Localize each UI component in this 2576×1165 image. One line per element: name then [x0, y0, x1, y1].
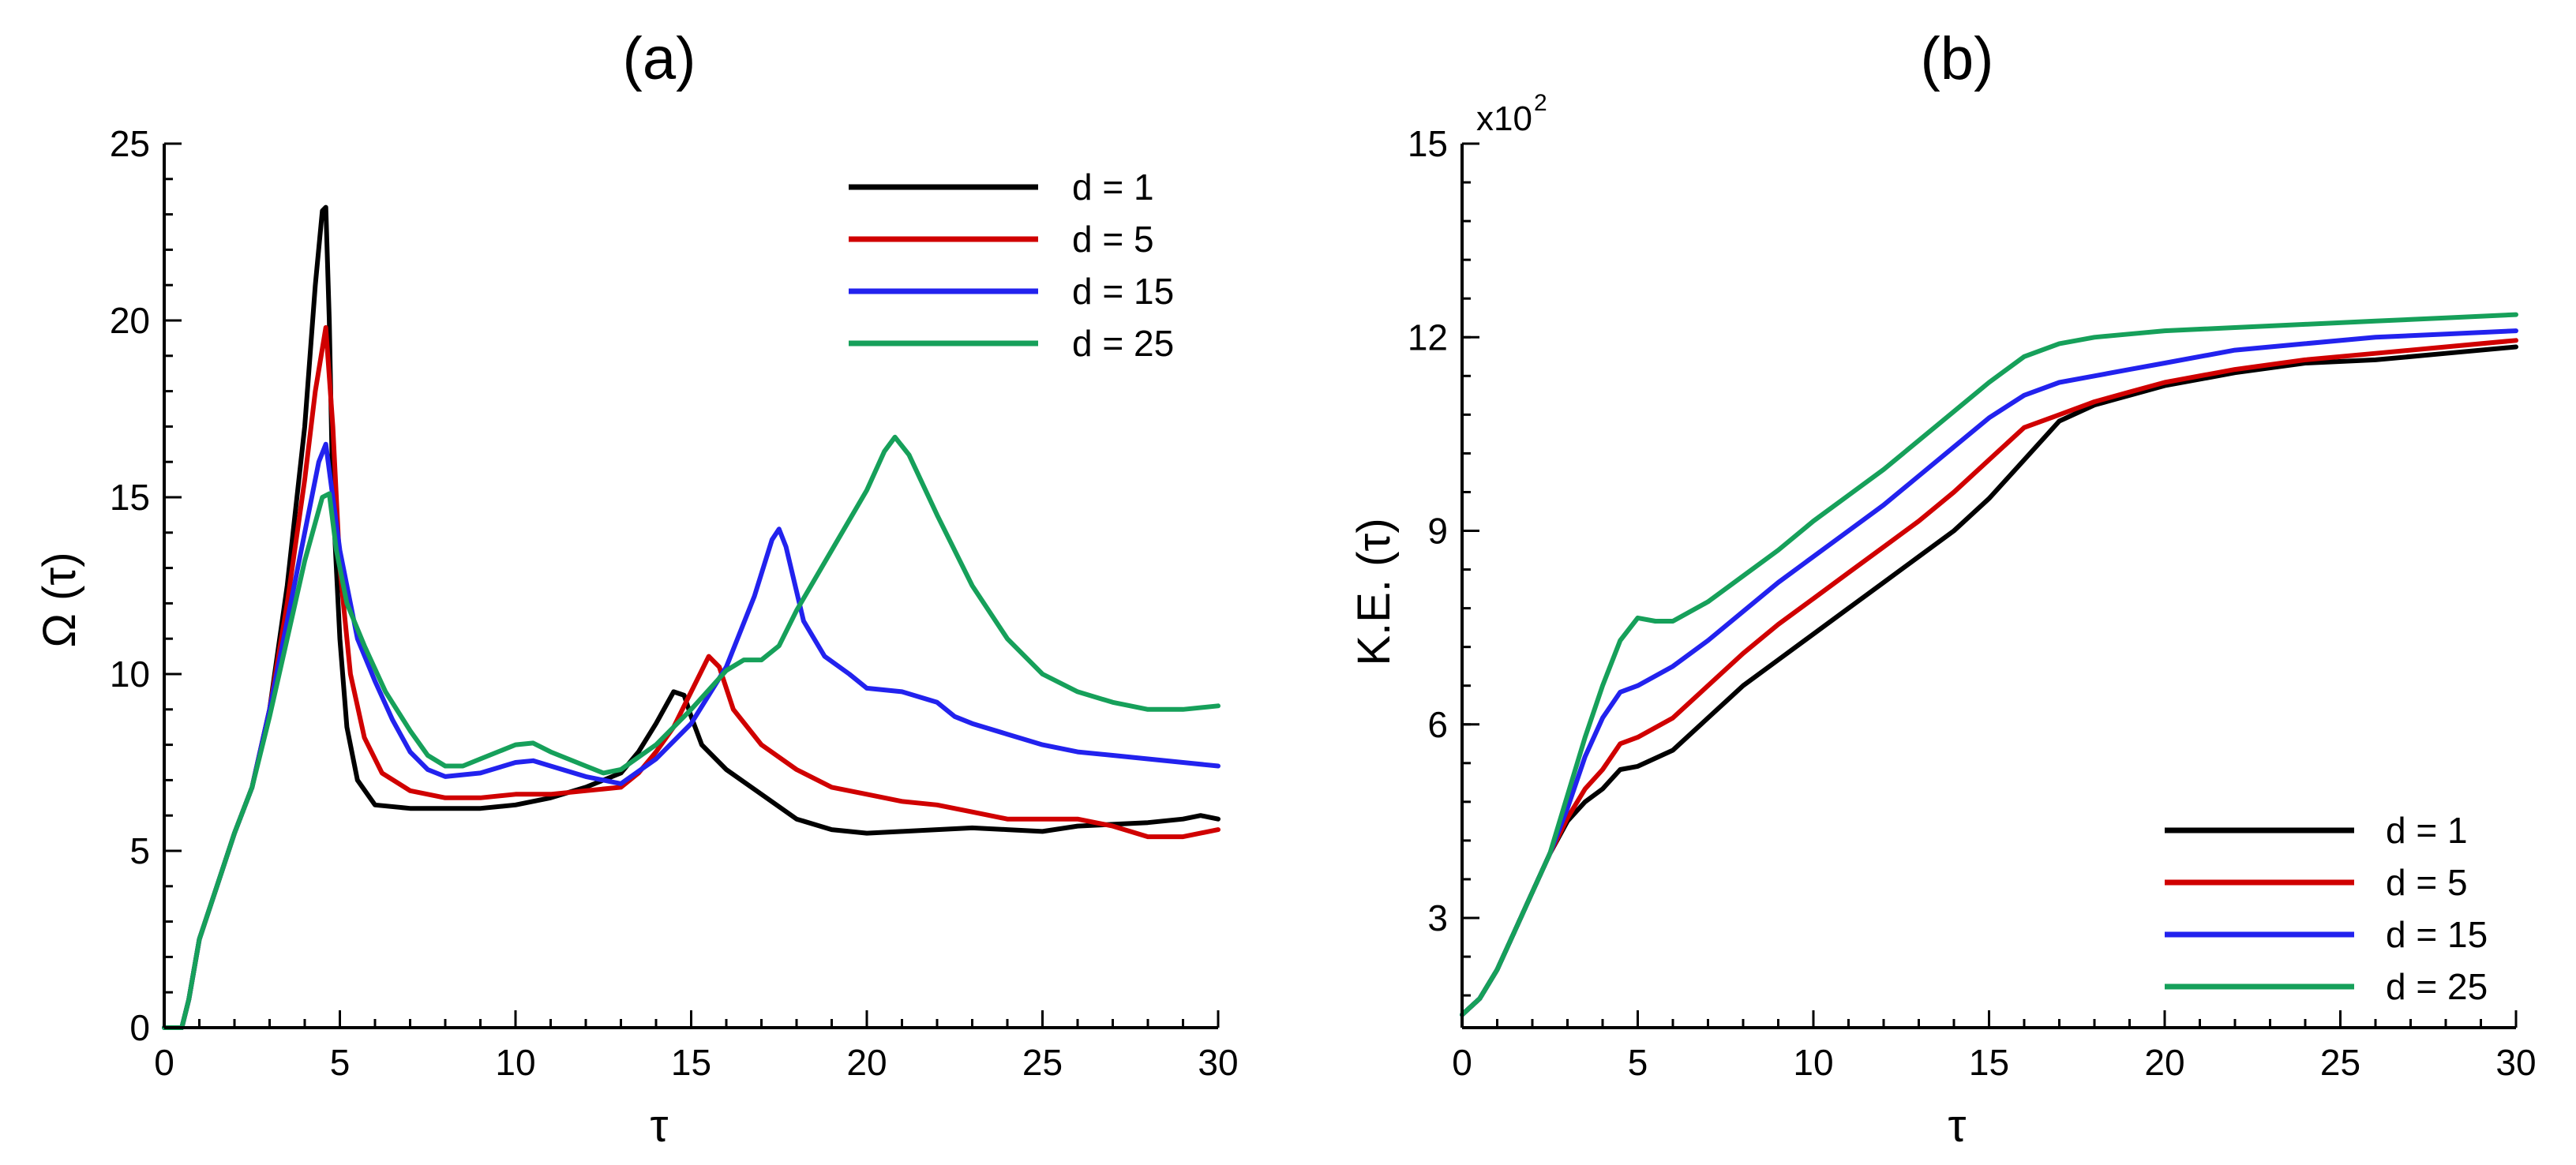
panel-a-legend: d = 1 d = 5 d = 15 d = 25	[849, 167, 1174, 364]
panel-a-legend-label-2: d = 5	[1072, 219, 1154, 260]
panel-b-y-tick-label: 15	[1408, 123, 1448, 164]
panel-b-title: (b)	[1921, 25, 1994, 92]
panel-a-y-tick-label: 25	[110, 123, 150, 164]
panel-a-y-tick-label: 5	[129, 830, 150, 871]
panel-a: (a) τ Ω (τ) 0 5 10 15 20 25 30 0 5 10 15 20 25 d = 1…	[34, 25, 1239, 1152]
panel-a-legend-label-4: d = 25	[1072, 323, 1174, 364]
panel-b-y-tick-label: 3	[1427, 897, 1448, 938]
panel-a-x-tick-label: 5	[330, 1042, 351, 1083]
panel-b-x-tick-label: 25	[2320, 1042, 2360, 1083]
panel-a-lines	[162, 204, 1221, 1030]
panel-b-ticks: 0 5 10 15 20 25 30 3 6 9 12 15	[1408, 123, 2537, 1083]
panel-b-x-tick-label: 15	[1969, 1042, 2009, 1083]
panel-a-x-tick-label: 10	[495, 1042, 535, 1083]
panel-b-lines	[1460, 312, 2518, 1017]
panel-b-y-tick-label: 12	[1408, 317, 1448, 358]
panel-b-x-tick-label: 5	[1628, 1042, 1648, 1083]
panel-a-y-tick-label: 0	[129, 1007, 150, 1048]
panel-a-y-tick-label: 20	[110, 300, 150, 341]
panel-b-legend-label-1: d = 1	[2386, 810, 2468, 851]
panel-b-legend-label-4: d = 25	[2386, 966, 2488, 1007]
panel-b: (b) τ K.E. (τ) x10 2 0 5 10 15 20 25 30 3 6 9 12 15…	[1348, 25, 2537, 1152]
panel-a-y-tick-label: 15	[110, 477, 150, 518]
panel-a-x-tick-label: 25	[1022, 1042, 1063, 1083]
panel-b-x-tick-label: 20	[2144, 1042, 2184, 1083]
panel-b-series-line-4	[1460, 312, 2518, 1017]
panel-a-ylabel: Ω (τ)	[34, 552, 85, 647]
panel-a-xlabel: τ	[651, 1100, 669, 1152]
panel-b-x-tick-label: 10	[1793, 1042, 1833, 1083]
panel-b-legend-label-2: d = 5	[2386, 862, 2468, 903]
panel-b-y-tick-label: 6	[1427, 704, 1448, 745]
panel-a-ticks: 0 5 10 15 20 25 30 0 5 10 15 20 25	[110, 123, 1239, 1083]
panel-b-x-tick-label: 30	[2495, 1042, 2536, 1083]
panel-a-x-tick-label: 20	[846, 1042, 887, 1083]
panel-a-legend-label-1: d = 1	[1072, 167, 1154, 208]
panel-b-multiplier: x10 2	[1476, 90, 1547, 138]
panel-b-ylabel: K.E. (τ)	[1348, 518, 1400, 665]
panel-b-legend-label-3: d = 15	[2386, 914, 2488, 955]
panel-b-legend: d = 1 d = 5 d = 15 d = 25	[2165, 810, 2488, 1007]
panel-a-x-tick-label: 30	[1198, 1042, 1238, 1083]
panel-a-series-line-3	[162, 441, 1221, 1030]
panel-b-multiplier-exp: 2	[1534, 90, 1547, 116]
panel-a-legend-label-3: d = 15	[1072, 271, 1174, 312]
panel-a-x-tick-label: 0	[154, 1042, 174, 1083]
panel-a-y-tick-label: 10	[110, 654, 150, 695]
panel-b-y-tick-label: 9	[1427, 511, 1448, 552]
panel-b-xlabel: τ	[1948, 1100, 1967, 1152]
panel-a-title: (a)	[623, 25, 696, 92]
panel-a-x-tick-label: 15	[671, 1042, 711, 1083]
panel-b-x-tick-label: 0	[1452, 1042, 1472, 1083]
panel-b-multiplier-base: x10	[1476, 99, 1532, 138]
panel-a-series-line-4	[162, 434, 1221, 1030]
